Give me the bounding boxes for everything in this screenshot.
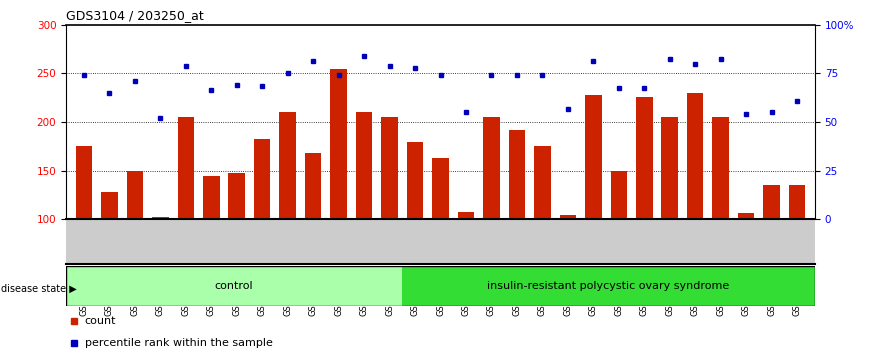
Bar (177, 117, 194, 219)
Bar (763, 185, 780, 219)
Bar (356, 113, 373, 219)
Bar (402, 266, 815, 306)
Bar (559, 215, 576, 219)
Text: percentile rank within the sample: percentile rank within the sample (85, 338, 273, 348)
Bar (305, 153, 322, 219)
Bar (203, 176, 219, 219)
Bar (279, 113, 296, 219)
Bar (66, 266, 402, 306)
Text: insulin-resistant polycystic ovary syndrome: insulin-resistant polycystic ovary syndr… (487, 281, 729, 291)
Bar (483, 117, 500, 219)
Bar (636, 97, 653, 219)
Bar (508, 130, 525, 219)
Bar (662, 117, 678, 219)
Bar (228, 173, 245, 219)
Bar (687, 93, 704, 219)
Bar (585, 95, 602, 219)
Bar (101, 192, 118, 219)
Text: GDS3104 / 203250_at: GDS3104 / 203250_at (66, 9, 204, 22)
Bar (534, 147, 551, 219)
Bar (433, 158, 448, 219)
Text: disease state ▶: disease state ▶ (1, 284, 77, 293)
Bar (152, 217, 168, 219)
Bar (788, 185, 805, 219)
Bar (738, 213, 754, 219)
Bar (76, 147, 93, 219)
Bar (381, 117, 398, 219)
Bar (611, 171, 627, 219)
Bar (254, 139, 270, 219)
Bar (127, 171, 143, 219)
Text: control: control (215, 281, 253, 291)
Bar (407, 142, 423, 219)
Text: count: count (85, 316, 116, 326)
Bar (330, 69, 347, 219)
Bar (458, 212, 474, 219)
Bar (713, 117, 729, 219)
